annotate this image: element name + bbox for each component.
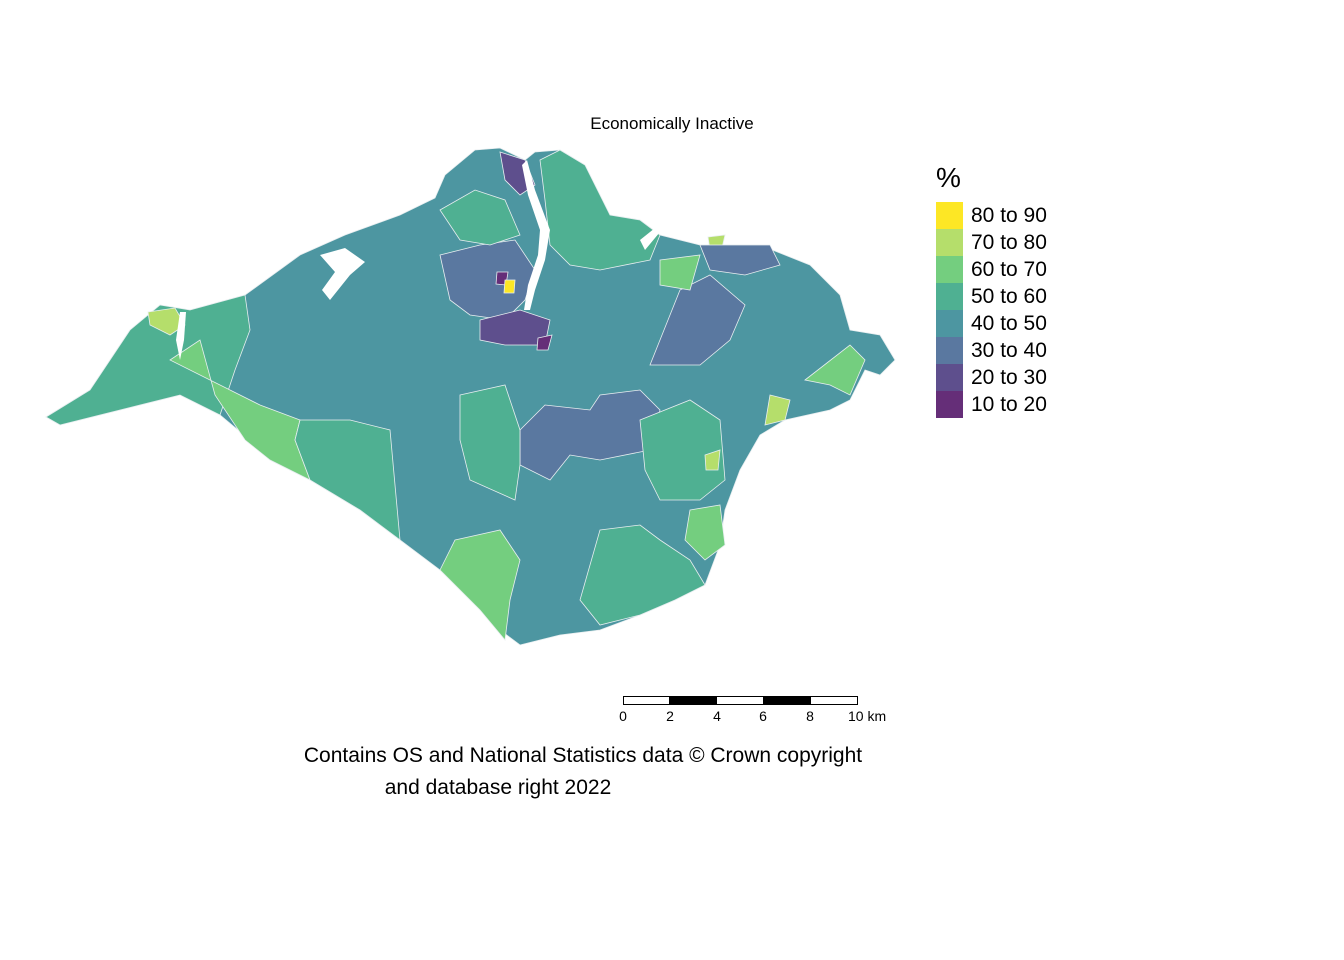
legend-item: 20 to 30 bbox=[936, 364, 1047, 391]
legend-swatch bbox=[936, 391, 963, 418]
wootton-creek bbox=[640, 228, 660, 250]
scale-tick-label: 2 bbox=[666, 708, 674, 724]
region-high-d bbox=[704, 449, 721, 471]
region-west bbox=[45, 294, 251, 426]
western-yar bbox=[176, 312, 186, 360]
legend-label: 40 to 50 bbox=[971, 311, 1047, 335]
region-south-coast bbox=[439, 529, 521, 641]
region-north-central bbox=[439, 189, 521, 246]
legend-swatch bbox=[936, 283, 963, 310]
legend-label: 70 to 80 bbox=[971, 230, 1047, 254]
scale-segment bbox=[810, 696, 858, 705]
scale-tick-label: 6 bbox=[759, 708, 767, 724]
attribution: Contains OS and National Statistics data… bbox=[283, 740, 883, 804]
region-east-coast-south bbox=[684, 504, 726, 561]
legend-item: 10 to 20 bbox=[936, 391, 1047, 418]
region-east-coast bbox=[659, 254, 701, 291]
legend-swatch bbox=[936, 364, 963, 391]
region-southeast bbox=[579, 524, 706, 626]
legend-item: 50 to 60 bbox=[936, 283, 1047, 310]
region-central-east bbox=[649, 274, 746, 366]
region-ryde bbox=[699, 244, 781, 276]
legend-item: 70 to 80 bbox=[936, 229, 1047, 256]
region-northeast bbox=[539, 149, 661, 271]
attribution-line: Contains OS and National Statistics data… bbox=[303, 744, 863, 767]
map-legend: % 80 to 90 70 to 80 60 to 70 50 to 60 40… bbox=[936, 160, 1047, 418]
scale-bar: 0 2 4 6 8 10 km bbox=[619, 694, 900, 734]
region-central bbox=[459, 384, 521, 501]
legend-swatch bbox=[936, 310, 963, 337]
newtown-creek bbox=[320, 248, 365, 300]
legend-label: 80 to 90 bbox=[971, 203, 1047, 227]
medina-estuary bbox=[522, 160, 550, 310]
legend-swatch bbox=[936, 337, 963, 364]
region-east-central bbox=[639, 399, 726, 501]
scale-tick-label: 4 bbox=[713, 708, 721, 724]
map-title: Economically Inactive bbox=[590, 114, 754, 133]
region-low-a bbox=[536, 334, 553, 351]
legend-label: 10 to 20 bbox=[971, 392, 1047, 416]
scale-segment bbox=[763, 696, 812, 705]
legend-label: 60 to 70 bbox=[971, 257, 1047, 281]
region-bembridge bbox=[804, 344, 866, 396]
region-high-b bbox=[764, 394, 791, 426]
scale-segment bbox=[669, 696, 718, 705]
legend-item: 30 to 40 bbox=[936, 337, 1047, 364]
legend-label: 50 to 60 bbox=[971, 284, 1047, 308]
region-max bbox=[503, 279, 516, 294]
legend-item: 40 to 50 bbox=[936, 310, 1047, 337]
legend-item: 60 to 70 bbox=[936, 256, 1047, 283]
scale-tick-label: 8 bbox=[806, 708, 814, 724]
legend-label: 30 to 40 bbox=[971, 338, 1047, 362]
scale-tick-label: 10 km bbox=[848, 708, 887, 724]
attribution-line: and database right 2022 bbox=[384, 776, 612, 799]
legend-title: % bbox=[936, 162, 961, 193]
legend-swatch bbox=[936, 256, 963, 283]
legend-item: 80 to 90 bbox=[936, 202, 1047, 229]
legend-swatch bbox=[936, 229, 963, 256]
region-southwest-inland bbox=[294, 419, 401, 541]
scale-segment bbox=[716, 696, 765, 705]
scale-tick-label: 0 bbox=[619, 708, 627, 724]
scale-segment bbox=[623, 696, 671, 705]
legend-swatch bbox=[936, 202, 963, 229]
legend-label: 20 to 30 bbox=[971, 365, 1047, 389]
